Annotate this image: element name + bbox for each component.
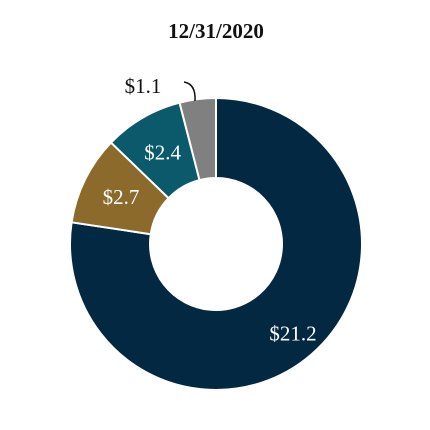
label-1-1: $1.1 <box>125 74 162 98</box>
slice-21-2 <box>69 96 363 391</box>
slices-group <box>69 96 363 391</box>
label-21-2: $21.2 <box>269 321 316 345</box>
label-2-7: $2.7 <box>103 185 140 209</box>
chart-title: 12/31/2020 <box>168 19 264 43</box>
label-2-4: $2.4 <box>144 140 181 164</box>
leader-line-1-1 <box>183 81 196 102</box>
slice-1-1 <box>178 96 217 182</box>
labels-group: $21.2 $2.7$2.4 $1.1 <box>103 74 317 345</box>
